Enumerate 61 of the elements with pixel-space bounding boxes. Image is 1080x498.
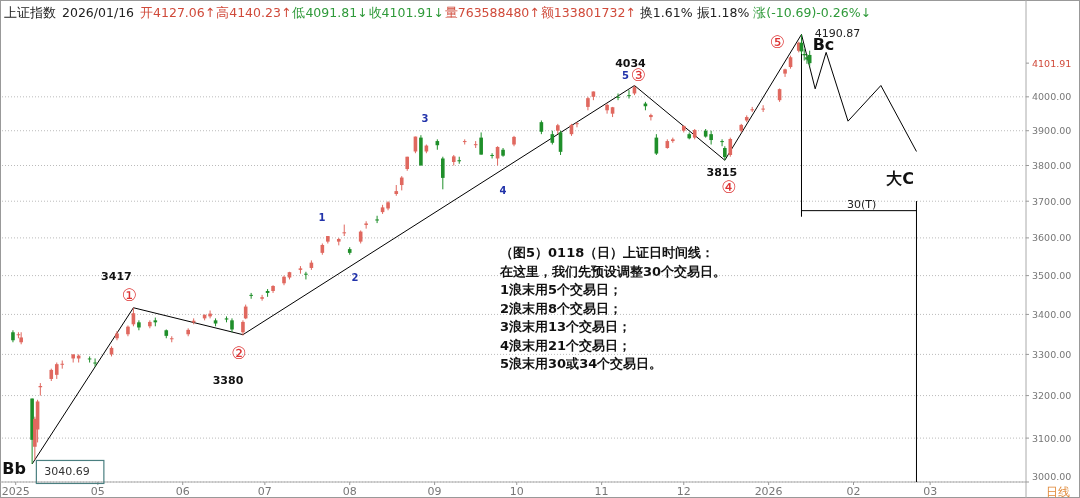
annotation: 3 (421, 112, 429, 124)
text: 额133801732↑ (540, 5, 636, 20)
text: 换1.61% (639, 5, 693, 20)
y-tick-label: 3200.00 (1032, 390, 1072, 402)
y-tick-label: 4000.00 (1032, 91, 1072, 103)
x-tick-label: 06 (175, 485, 190, 498)
annotation: 5 (621, 70, 629, 81)
y-tick-label: 3700.00 (1032, 195, 1072, 207)
text: 低4091.81↓ (292, 5, 368, 20)
annotation: 大C (886, 168, 914, 188)
x-tick-label: 2026 (754, 485, 783, 498)
y-tick-label: 3400.00 (1032, 308, 1072, 320)
y-tick-label: 3500.00 (1032, 270, 1072, 282)
text: 1浪末用5个交易日； (500, 282, 623, 297)
annotation: 4190.87 (814, 26, 861, 40)
x-tick-label: 10 (509, 485, 524, 498)
annotation: ② (231, 342, 247, 363)
annotation: 2 (351, 271, 359, 283)
annotation: 1 (318, 211, 326, 223)
annotation: 4034 (615, 57, 647, 70)
y-tick-label: 3000.00 (1032, 471, 1072, 482)
y-tick-label: 3100.00 (1032, 432, 1072, 444)
annotation: 3815 (706, 165, 738, 179)
text: 高4140.23↑ (216, 5, 292, 20)
x-tick-label: 2025 (1, 485, 30, 498)
text: 日线 (1046, 485, 1070, 498)
x-tick-label: 11 (594, 485, 609, 498)
text: 收4101.91↓ (368, 5, 444, 20)
text: 2026/01/16 (62, 5, 135, 20)
x-tick-label: 05 (90, 485, 105, 498)
text: 2浪末用8个交易日； (500, 300, 623, 316)
x-tick-label: 12 (676, 485, 691, 498)
x-tick-label: 02 (846, 485, 861, 498)
chart-title: 上证指数 (4, 5, 56, 20)
annotation: ④ (721, 177, 737, 198)
x-tick-label: 08 (342, 485, 357, 498)
text: （图5）0118（日）上证日时间线： (500, 245, 715, 260)
annotation: 3380 (212, 373, 244, 387)
x-tick-label: 09 (427, 485, 442, 498)
text: 量763588480↑ (444, 5, 540, 20)
text: 振1.18% (696, 5, 750, 20)
text: 4浪末用21个交易日； (500, 337, 632, 353)
annotation: ① (121, 284, 138, 305)
text: 涨(-10.69)-0.26%↓ (753, 5, 872, 20)
annotation: 3417 (101, 270, 132, 284)
text: 5浪末用30或34个交易日。 (500, 356, 663, 371)
y-tick-label: 4101.91 (1032, 57, 1072, 69)
y-tick-label: 3600.00 (1032, 232, 1072, 244)
annotation: 4 (499, 184, 507, 196)
annotation: 3040.69 (44, 465, 90, 479)
y-tick-label: 3300.00 (1032, 348, 1072, 360)
y-tick-label: 3900.00 (1032, 125, 1072, 137)
text: 开4127.06↑ (140, 5, 216, 20)
text: 3浪末用13个交易日； (500, 319, 632, 334)
annotation: 30(T) (847, 198, 877, 212)
x-tick-label: 03 (923, 485, 938, 498)
x-tick-label: 07 (257, 485, 272, 498)
annotation: Bb (2, 459, 26, 479)
text: 在这里，我们先预设调整30个交易日。 (500, 263, 727, 279)
y-tick-label: 3800.00 (1032, 160, 1072, 171)
annotation: ⑤ (769, 32, 786, 53)
